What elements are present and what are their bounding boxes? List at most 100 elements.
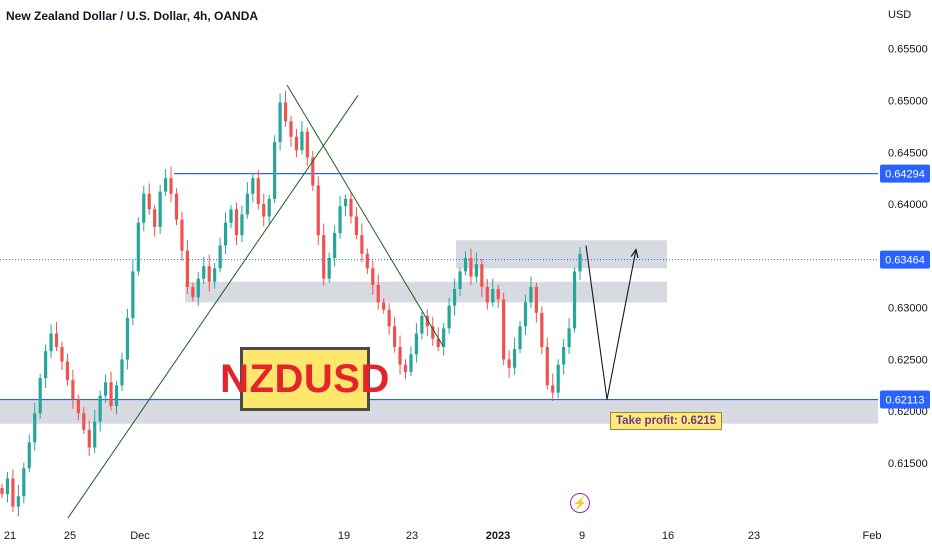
candle-body: [245, 193, 249, 215]
candle-body: [234, 209, 239, 236]
candle-body: [327, 257, 331, 279]
candle-body: [518, 326, 522, 350]
candle-body: [114, 385, 119, 407]
candle-body: [425, 315, 429, 327]
y-tick-label: 0.64500: [888, 147, 928, 159]
candle-body: [398, 347, 402, 365]
y-tick-label: 0.65500: [888, 44, 928, 56]
x-tick-label: 23: [406, 530, 418, 542]
candles: [0, 90, 582, 517]
candle-body: [16, 496, 20, 507]
candle-body: [507, 359, 511, 368]
candle-body: [458, 271, 462, 290]
candle-body: [311, 157, 315, 186]
candle-body: [502, 299, 506, 360]
candle-body: [54, 333, 59, 348]
candle-body: [305, 131, 309, 158]
price-badges: 0.64294 0.63464 0.62113: [880, 164, 930, 409]
candle-body: [469, 257, 473, 277]
zone-mid-zone: [185, 281, 667, 303]
candle-body: [256, 178, 260, 205]
y-tick-label: 0.64000: [888, 199, 928, 211]
candle-body: [131, 271, 135, 319]
candle-body: [44, 351, 48, 379]
candle-body: [38, 378, 42, 414]
candle-body: [27, 442, 31, 469]
candle-body: [76, 398, 80, 414]
y-tick-label: 0.65000: [888, 96, 928, 108]
candle-body: [354, 216, 359, 236]
candle-body: [414, 333, 419, 355]
candle-body: [11, 478, 15, 507]
time-axis[interactable]: 21 25 Dec 12 19 23 2023 9 16 23 Feb: [4, 530, 882, 542]
x-tick-label: Feb: [863, 530, 882, 542]
candle-body: [512, 349, 517, 368]
x-tick-label: 12: [252, 530, 264, 542]
candle-body: [338, 206, 342, 234]
symbol-banner: NZDUSD: [220, 347, 389, 411]
candle-body: [163, 178, 168, 192]
candle-body: [158, 191, 162, 227]
candle-body: [376, 284, 380, 303]
candle-body: [480, 264, 484, 287]
candle-body: [447, 305, 451, 329]
candle-body: [5, 478, 10, 495]
candle-body: [333, 233, 337, 258]
x-tick-label: 25: [64, 530, 76, 542]
y-tick-label: 0.63000: [888, 303, 928, 315]
x-tick-label: 19: [338, 530, 350, 542]
candle-body: [0, 487, 4, 495]
candle-body: [294, 136, 299, 151]
candle-body: [567, 328, 571, 348]
uptrend-line: [67, 95, 359, 519]
candle-body: [431, 326, 435, 339]
candle-body: [562, 347, 566, 365]
candle-body: [442, 328, 446, 348]
candle-body: [251, 178, 255, 194]
price-badge-label: 0.64294: [885, 169, 925, 181]
x-tick-label: 21: [4, 530, 16, 542]
take-profit-label: Take profit: 0.6215: [610, 412, 723, 430]
candle-body: [496, 289, 500, 300]
candle-body: [223, 222, 228, 246]
candle-body: [240, 214, 244, 236]
candle-body: [556, 364, 560, 393]
x-tick-label: 23: [748, 530, 760, 542]
price-badge-label: 0.62113: [886, 395, 925, 407]
candle-body: [120, 359, 124, 386]
candle-body: [289, 121, 293, 137]
price-badge-label: 0.63464: [885, 255, 925, 267]
candle-body: [93, 421, 97, 448]
candle-body: [267, 198, 271, 217]
candle-body: [278, 102, 282, 142]
candle-body: [300, 131, 304, 151]
zone-bottom-support: [0, 398, 878, 424]
candle-body: [180, 219, 184, 251]
candle-body: [71, 380, 75, 399]
lightning-icon[interactable]: ⚡: [570, 493, 590, 513]
y-tick-label: 0.62500: [888, 354, 928, 366]
price-axis[interactable]: 0.65500 0.65000 0.64500 0.64000 0.63000 0.625…: [888, 44, 928, 470]
candle-body: [572, 271, 577, 329]
candle-body: [60, 347, 64, 362]
y-tick-label: 0.62000: [888, 406, 928, 418]
candle-body: [174, 193, 179, 220]
trend-drawings: [67, 84, 636, 519]
candle-body: [87, 429, 91, 448]
candle-body: [436, 338, 440, 348]
candle-body: [229, 209, 233, 223]
horizontal-levels: [0, 173, 878, 401]
candle-body: [387, 309, 391, 327]
candle-body: [33, 413, 37, 443]
candle-body: [523, 302, 528, 327]
candle-body: [403, 364, 408, 372]
candle-body: [169, 178, 173, 194]
chart-title: New Zealand Dollar / U.S. Dollar, 4h, OA…: [6, 9, 259, 23]
candle-body: [529, 286, 533, 303]
candle-body: [65, 361, 70, 381]
candle-body: [207, 266, 211, 282]
projection-path: [585, 245, 636, 400]
downtrend-line: [286, 84, 444, 347]
candle-body: [49, 333, 53, 352]
